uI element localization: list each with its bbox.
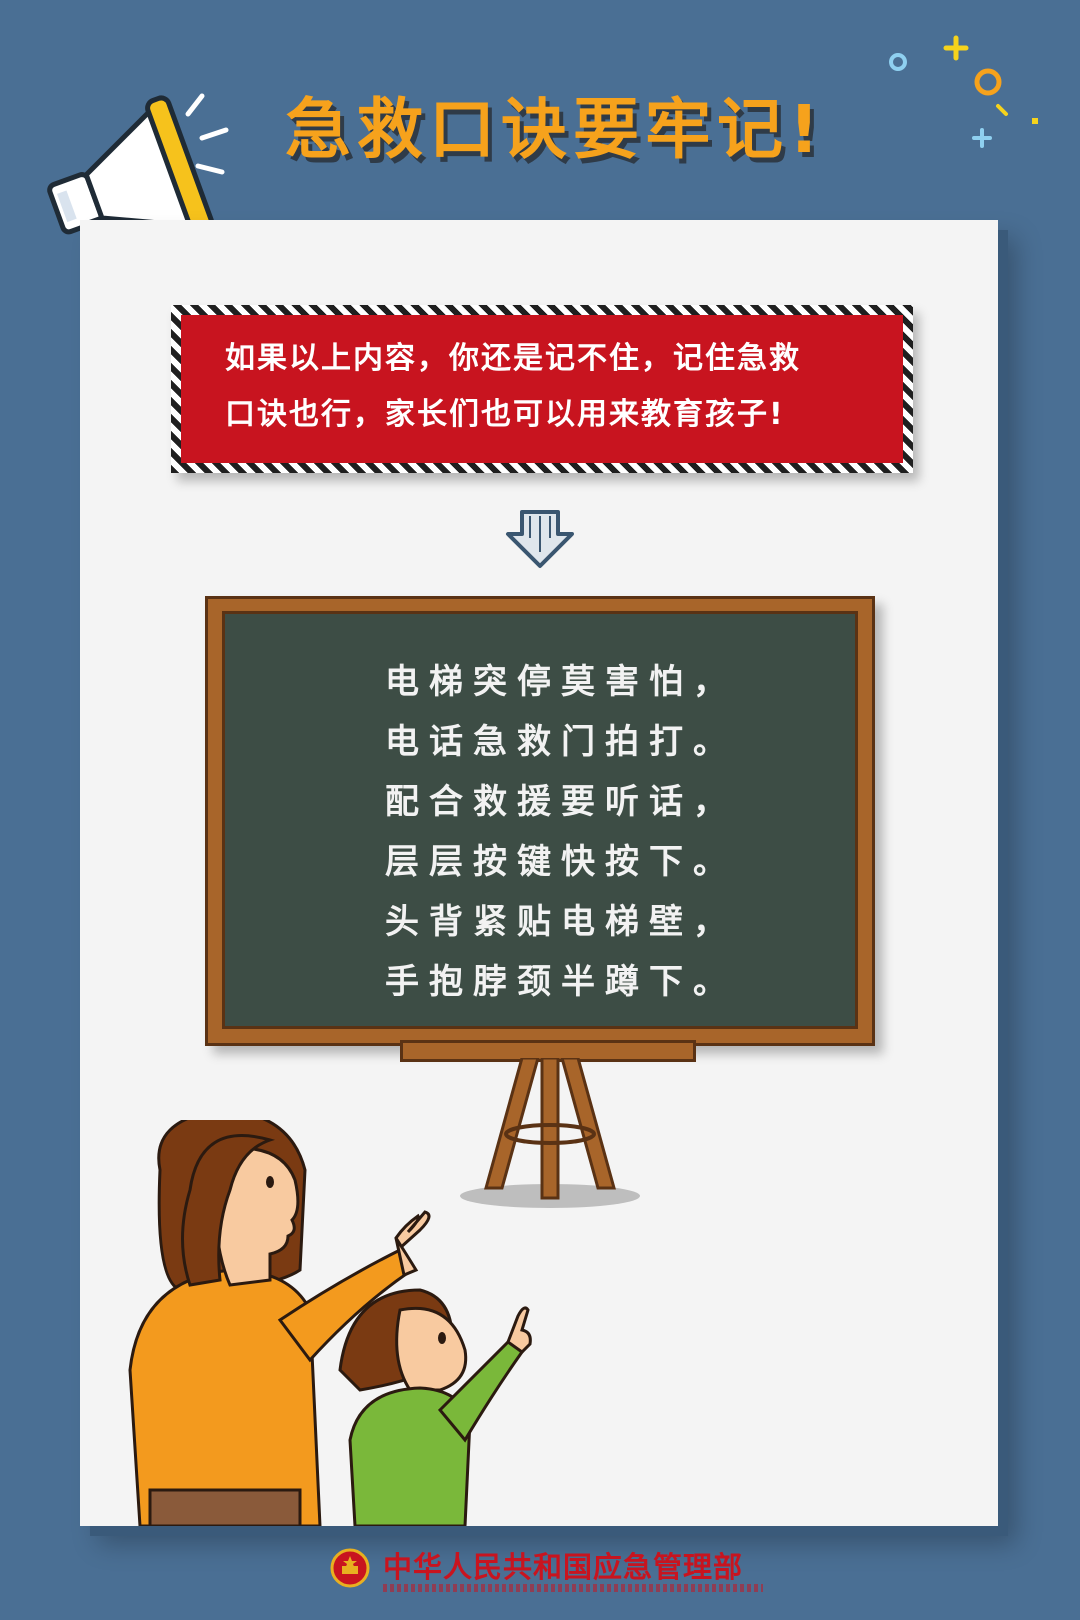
down-arrow-icon [506,510,574,568]
rescue-rhyme: 电梯突停莫害怕， 电话急救门拍打。 配合救援要听话， 层层按键快按下。 头背紧贴… [385,652,737,1012]
rhyme-line-1: 电梯突停莫害怕， [385,662,737,702]
notice-text: 如果以上内容，你还是记不住，记住急救 口诀也行，家长们也可以用来教育孩子! [181,315,903,463]
organization-name: 中华人民共和国应急管理部 [383,1550,744,1584]
page-title: 急救口诀要牢记! [285,91,826,168]
notice-banner: 如果以上内容，你还是记不住，记住急救 口诀也行，家长们也可以用来教育孩子! [171,305,913,473]
rhyme-line-5: 头背紧贴电梯壁， [385,902,737,942]
easel-stand-icon [460,1058,640,1208]
rhyme-line-2: 电话急救门拍打。 [385,722,737,762]
organization-english-name [383,1584,763,1592]
rhyme-line-4: 层层按键快按下。 [385,842,737,882]
notice-line-2: 口诀也行，家长们也可以用来教育孩子! [225,397,785,432]
national-emblem-icon [330,1548,370,1588]
footer: 中华人民共和国应急管理部 [325,1540,765,1600]
chalkboard: 电梯突停莫害怕， 电话急救门拍打。 配合救援要听话， 层层按键快按下。 头背紧贴… [205,596,875,1046]
rhyme-line-3: 配合救援要听话， [385,782,737,822]
parent-child-illustration [128,1120,532,1526]
sparkle-decoration-icon [889,35,1038,148]
chalkboard-surface: 电梯突停莫害怕， 电话急救门拍打。 配合救援要听话， 层层按键快按下。 头背紧贴… [222,611,858,1029]
notice-line-1: 如果以上内容，你还是记不住，记住急救 [225,341,801,376]
rhyme-line-6: 手抱脖颈半蹲下。 [385,962,737,1002]
